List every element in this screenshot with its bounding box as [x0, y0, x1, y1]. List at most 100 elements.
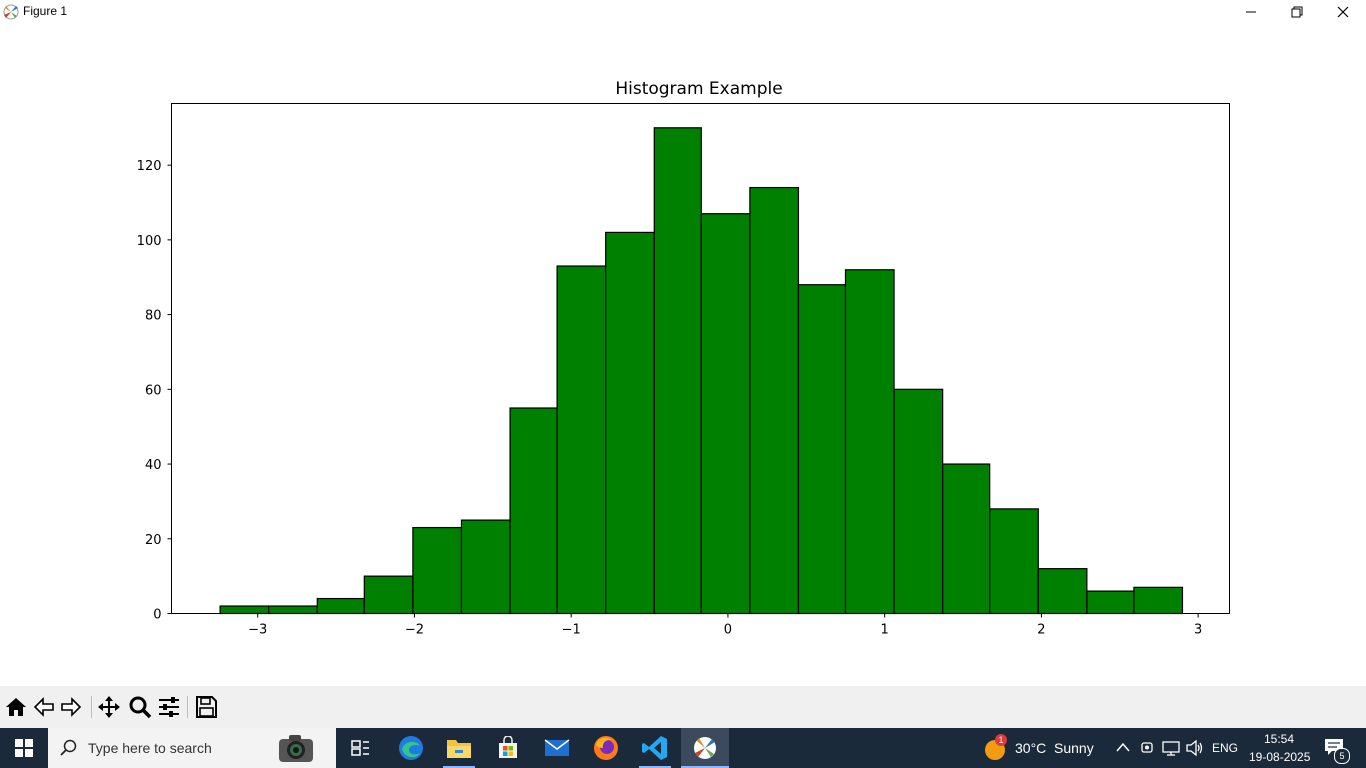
x-tick-label: 1: [881, 623, 889, 638]
x-axis: −3 −2 −1 0 1 2 3: [248, 613, 1202, 638]
close-button[interactable]: [1320, 0, 1366, 24]
firefox-icon: [594, 736, 618, 760]
taskbar-app-mail[interactable]: [533, 728, 581, 768]
back-button[interactable]: [31, 694, 57, 720]
folder-icon: [447, 740, 471, 758]
navigation-toolbar: [0, 686, 1366, 728]
histogram-bar: [749, 186, 800, 615]
taskbar-app-python-figure[interactable]: [681, 728, 729, 768]
configure-icon: [159, 697, 179, 717]
y-tick-label: 80: [145, 309, 162, 324]
search-placeholder: Type here to search: [88, 740, 212, 756]
close-icon: [1337, 6, 1349, 18]
histogram-bar: [509, 407, 558, 615]
forward-icon: [61, 697, 82, 717]
volume-icon[interactable]: [1186, 740, 1204, 756]
histogram-bar: [605, 231, 655, 615]
y-tick-label: 60: [145, 383, 162, 398]
network-icon[interactable]: [1162, 740, 1180, 756]
minimize-button[interactable]: [1228, 0, 1274, 24]
edge-icon: [399, 736, 423, 760]
search-icon: [60, 739, 77, 756]
taskbar-app-vscode[interactable]: [631, 728, 679, 768]
chevron-up-icon[interactable]: [1116, 742, 1130, 752]
taskbar-app-file-explorer[interactable]: [435, 728, 483, 768]
mail-icon: [544, 739, 570, 756]
figure-canvas[interactable]: Histogram Example −3 −2 −1 0 1 2 3 0 20 40 60 80 10…: [0, 24, 1366, 686]
weather-temp: 30°C: [1015, 740, 1047, 756]
x-tick-label: 2: [1037, 623, 1045, 638]
weather-widget[interactable]: 1 30°C Sunny: [983, 734, 1094, 762]
active-indicator: [681, 766, 729, 768]
histogram-bar: [844, 269, 895, 615]
histogram-bar: [460, 519, 511, 615]
taskbar-app-store[interactable]: [484, 728, 532, 768]
window-title: Figure 1: [23, 4, 68, 18]
histogram-bar: [316, 597, 365, 615]
home-icon: [6, 698, 26, 716]
histogram-bar: [268, 605, 318, 615]
histogram-bar: [363, 575, 414, 615]
language-indicator[interactable]: ENG: [1212, 741, 1239, 755]
y-tick-label: 100: [137, 234, 162, 249]
clock[interactable]: 15:54 19-08-2025: [1244, 731, 1312, 765]
toolbar-separator: [187, 696, 188, 718]
y-tick-label: 40: [145, 458, 162, 473]
notification-center-button[interactable]: 5: [1324, 738, 1350, 764]
back-icon: [33, 697, 54, 717]
pan-icon: [98, 696, 120, 718]
x-tick-label: −3: [248, 623, 267, 638]
save-button[interactable]: [193, 694, 219, 720]
histogram-bar: [653, 127, 702, 615]
windows-logo-icon: [15, 739, 33, 757]
x-tick-label: −2: [405, 623, 424, 638]
histogram-bar: [893, 388, 944, 615]
histogram-bar: [556, 265, 607, 615]
matplotlib-app-icon: [2, 3, 20, 21]
toolbar-separator: [91, 696, 92, 718]
taskbar-app-edge[interactable]: [387, 728, 435, 768]
taskbar-search-box[interactable]: Type here to search: [48, 728, 336, 768]
x-tick-label: 3: [1194, 623, 1202, 638]
active-indicator: [443, 766, 475, 768]
plot-area-frame: [171, 103, 1230, 614]
window-titlebar: Figure 1: [0, 0, 1366, 24]
meet-now-icon[interactable]: [1140, 740, 1154, 756]
restore-icon: [1291, 6, 1303, 18]
matplotlib-app-icon: [694, 737, 716, 759]
y-axis: 0 20 40 60 80 100 120: [137, 159, 172, 623]
active-indicator: [639, 766, 671, 768]
weather-desc: Sunny: [1054, 740, 1094, 756]
y-tick-label: 120: [137, 159, 162, 174]
histogram-bar: [1037, 568, 1088, 615]
y-tick-label: 20: [145, 533, 162, 548]
histogram-bar: [1133, 586, 1184, 615]
configure-subplots-button[interactable]: [156, 694, 182, 720]
histogram-bar: [219, 605, 270, 615]
histogram-bar: [1086, 590, 1135, 615]
histogram-chart: Histogram Example −3 −2 −1 0 1 2 3 0 20 40 60 80 10…: [137, 79, 1230, 638]
pan-button[interactable]: [96, 694, 122, 720]
restore-button[interactable]: [1274, 0, 1320, 24]
forward-button[interactable]: [58, 694, 84, 720]
zoom-button[interactable]: [127, 694, 153, 720]
store-icon: [499, 736, 517, 758]
save-icon: [196, 696, 217, 718]
notification-count: 5: [1334, 748, 1350, 764]
histogram-bar: [797, 284, 847, 615]
weather-badge: 1: [995, 734, 1007, 746]
home-button[interactable]: [3, 694, 29, 720]
zoom-icon: [129, 696, 152, 719]
taskbar: Type here to search: [0, 728, 1366, 768]
clock-time: 15:54: [1264, 732, 1295, 746]
task-view-button[interactable]: [336, 728, 384, 768]
x-tick-label: −1: [562, 623, 581, 638]
clock-date: 19-08-2025: [1249, 750, 1311, 764]
histogram-bar: [942, 463, 991, 615]
histogram-bar: [989, 508, 1039, 615]
camera-icon: [279, 735, 313, 762]
histogram-bar: [412, 526, 463, 615]
start-button[interactable]: [0, 728, 48, 768]
taskbar-app-firefox[interactable]: [582, 728, 630, 768]
y-tick-label: 0: [153, 608, 161, 623]
